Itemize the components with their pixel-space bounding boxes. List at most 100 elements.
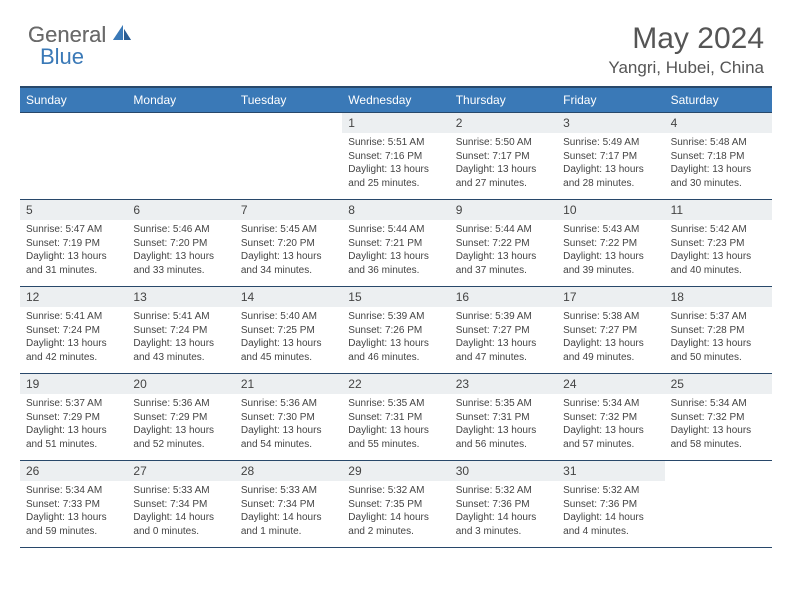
calendar-cell: 22Sunrise: 5:35 AMSunset: 7:31 PMDayligh…: [342, 374, 449, 460]
daylight-text: Daylight: 14 hours and 3 minutes.: [456, 511, 551, 538]
sunset-text: Sunset: 7:29 PM: [26, 411, 121, 425]
calendar-cell: 18Sunrise: 5:37 AMSunset: 7:28 PMDayligh…: [665, 287, 772, 373]
calendar-cell: 6Sunrise: 5:46 AMSunset: 7:20 PMDaylight…: [127, 200, 234, 286]
calendar-cell: 11Sunrise: 5:42 AMSunset: 7:23 PMDayligh…: [665, 200, 772, 286]
cell-body: Sunrise: 5:39 AMSunset: 7:27 PMDaylight:…: [450, 307, 557, 369]
cell-date: 27: [127, 461, 234, 481]
cell-body: Sunrise: 5:32 AMSunset: 7:36 PMDaylight:…: [557, 481, 664, 543]
week-row: 1Sunrise: 5:51 AMSunset: 7:16 PMDaylight…: [20, 112, 772, 199]
sunset-text: Sunset: 7:31 PM: [456, 411, 551, 425]
cell-body: Sunrise: 5:50 AMSunset: 7:17 PMDaylight:…: [450, 133, 557, 195]
daylight-text: Daylight: 13 hours and 30 minutes.: [671, 163, 766, 190]
sunrise-text: Sunrise: 5:35 AM: [348, 397, 443, 411]
page-title: May 2024: [608, 22, 764, 56]
daylight-text: Daylight: 13 hours and 58 minutes.: [671, 424, 766, 451]
week-row: 5Sunrise: 5:47 AMSunset: 7:19 PMDaylight…: [20, 199, 772, 286]
sunset-text: Sunset: 7:18 PM: [671, 150, 766, 164]
calendar-cell: 3Sunrise: 5:49 AMSunset: 7:17 PMDaylight…: [557, 113, 664, 199]
day-header-wednesday: Wednesday: [342, 88, 449, 112]
cell-date: 19: [20, 374, 127, 394]
sunset-text: Sunset: 7:33 PM: [26, 498, 121, 512]
daylight-text: Daylight: 14 hours and 4 minutes.: [563, 511, 658, 538]
cell-body: Sunrise: 5:42 AMSunset: 7:23 PMDaylight:…: [665, 220, 772, 282]
cell-body: Sunrise: 5:35 AMSunset: 7:31 PMDaylight:…: [450, 394, 557, 456]
cell-body: Sunrise: 5:51 AMSunset: 7:16 PMDaylight:…: [342, 133, 449, 195]
calendar-cell: 9Sunrise: 5:44 AMSunset: 7:22 PMDaylight…: [450, 200, 557, 286]
cell-body: Sunrise: 5:38 AMSunset: 7:27 PMDaylight:…: [557, 307, 664, 369]
daylight-text: Daylight: 13 hours and 45 minutes.: [241, 337, 336, 364]
sunset-text: Sunset: 7:35 PM: [348, 498, 443, 512]
daylight-text: Daylight: 13 hours and 50 minutes.: [671, 337, 766, 364]
daylight-text: Daylight: 13 hours and 33 minutes.: [133, 250, 228, 277]
sunset-text: Sunset: 7:34 PM: [133, 498, 228, 512]
calendar-cell: 23Sunrise: 5:35 AMSunset: 7:31 PMDayligh…: [450, 374, 557, 460]
cell-body: Sunrise: 5:45 AMSunset: 7:20 PMDaylight:…: [235, 220, 342, 282]
sail-icon-b: [111, 23, 133, 48]
daylight-text: Daylight: 13 hours and 49 minutes.: [563, 337, 658, 364]
cell-body: Sunrise: 5:40 AMSunset: 7:25 PMDaylight:…: [235, 307, 342, 369]
daylight-text: Daylight: 13 hours and 59 minutes.: [26, 511, 121, 538]
sunrise-text: Sunrise: 5:43 AM: [563, 223, 658, 237]
sunset-text: Sunset: 7:31 PM: [348, 411, 443, 425]
cell-body: Sunrise: 5:34 AMSunset: 7:32 PMDaylight:…: [557, 394, 664, 456]
cell-date: 4: [665, 113, 772, 133]
sunset-text: Sunset: 7:32 PM: [671, 411, 766, 425]
calendar-cell: 19Sunrise: 5:37 AMSunset: 7:29 PMDayligh…: [20, 374, 127, 460]
calendar-cell-empty: [665, 461, 772, 547]
cell-date: 6: [127, 200, 234, 220]
calendar-cell: 2Sunrise: 5:50 AMSunset: 7:17 PMDaylight…: [450, 113, 557, 199]
sunset-text: Sunset: 7:36 PM: [563, 498, 658, 512]
cell-body: Sunrise: 5:41 AMSunset: 7:24 PMDaylight:…: [20, 307, 127, 369]
cell-date: 17: [557, 287, 664, 307]
day-header-row: SundayMondayTuesdayWednesdayThursdayFrid…: [20, 86, 772, 112]
sunset-text: Sunset: 7:29 PM: [133, 411, 228, 425]
cell-body: Sunrise: 5:34 AMSunset: 7:33 PMDaylight:…: [20, 481, 127, 543]
cell-date: 29: [342, 461, 449, 481]
week-row: 26Sunrise: 5:34 AMSunset: 7:33 PMDayligh…: [20, 460, 772, 548]
daylight-text: Daylight: 13 hours and 54 minutes.: [241, 424, 336, 451]
sunset-text: Sunset: 7:24 PM: [26, 324, 121, 338]
sunrise-text: Sunrise: 5:39 AM: [456, 310, 551, 324]
title-block: May 2024 Yangri, Hubei, China: [608, 22, 764, 78]
cell-body: Sunrise: 5:36 AMSunset: 7:30 PMDaylight:…: [235, 394, 342, 456]
cell-body: Sunrise: 5:35 AMSunset: 7:31 PMDaylight:…: [342, 394, 449, 456]
sunset-text: Sunset: 7:22 PM: [563, 237, 658, 251]
daylight-text: Daylight: 13 hours and 56 minutes.: [456, 424, 551, 451]
cell-date: 1: [342, 113, 449, 133]
calendar-cell: 15Sunrise: 5:39 AMSunset: 7:26 PMDayligh…: [342, 287, 449, 373]
cell-date: 15: [342, 287, 449, 307]
cell-date: 21: [235, 374, 342, 394]
cell-date: 10: [557, 200, 664, 220]
sunrise-text: Sunrise: 5:40 AM: [241, 310, 336, 324]
sunrise-text: Sunrise: 5:36 AM: [241, 397, 336, 411]
header: General General Blue May 2024 Yangri, Hu…: [0, 0, 792, 86]
cell-body: Sunrise: 5:43 AMSunset: 7:22 PMDaylight:…: [557, 220, 664, 282]
cell-date: 28: [235, 461, 342, 481]
cell-date: 31: [557, 461, 664, 481]
calendar-cell: 13Sunrise: 5:41 AMSunset: 7:24 PMDayligh…: [127, 287, 234, 373]
cell-date: 25: [665, 374, 772, 394]
cell-body: Sunrise: 5:44 AMSunset: 7:21 PMDaylight:…: [342, 220, 449, 282]
cell-body: Sunrise: 5:39 AMSunset: 7:26 PMDaylight:…: [342, 307, 449, 369]
daylight-text: Daylight: 13 hours and 42 minutes.: [26, 337, 121, 364]
sunset-text: Sunset: 7:22 PM: [456, 237, 551, 251]
sunset-text: Sunset: 7:20 PM: [133, 237, 228, 251]
daylight-text: Daylight: 13 hours and 25 minutes.: [348, 163, 443, 190]
sunrise-text: Sunrise: 5:32 AM: [348, 484, 443, 498]
cell-date: 2: [450, 113, 557, 133]
sunset-text: Sunset: 7:19 PM: [26, 237, 121, 251]
calendar-cell: 7Sunrise: 5:45 AMSunset: 7:20 PMDaylight…: [235, 200, 342, 286]
calendar-cell-empty: [127, 113, 234, 199]
cell-date: 7: [235, 200, 342, 220]
sunrise-text: Sunrise: 5:37 AM: [26, 397, 121, 411]
sunrise-text: Sunrise: 5:45 AM: [241, 223, 336, 237]
day-header-friday: Friday: [557, 88, 664, 112]
day-header-thursday: Thursday: [450, 88, 557, 112]
cell-date: 5: [20, 200, 127, 220]
calendar-cell: 20Sunrise: 5:36 AMSunset: 7:29 PMDayligh…: [127, 374, 234, 460]
cell-body: Sunrise: 5:37 AMSunset: 7:29 PMDaylight:…: [20, 394, 127, 456]
cell-date: 22: [342, 374, 449, 394]
calendar-cell: 26Sunrise: 5:34 AMSunset: 7:33 PMDayligh…: [20, 461, 127, 547]
cell-body: Sunrise: 5:49 AMSunset: 7:17 PMDaylight:…: [557, 133, 664, 195]
day-header-monday: Monday: [127, 88, 234, 112]
